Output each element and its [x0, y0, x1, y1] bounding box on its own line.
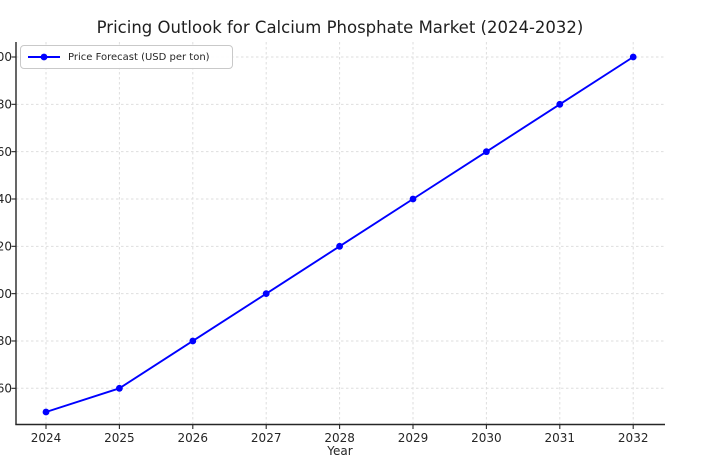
data-point-marker: [262, 290, 270, 298]
y-tick-label: 180: [0, 334, 12, 348]
legend-entry-label: Price Forecast (USD per ton): [68, 51, 210, 63]
x-tick-label: 2031: [545, 431, 576, 445]
x-tick-label: 2032: [618, 431, 649, 445]
y-tick-label: 220: [0, 240, 12, 254]
data-point-marker: [556, 100, 564, 108]
x-tick-label: 2028: [324, 431, 355, 445]
data-point-marker: [189, 337, 197, 345]
y-tick-label: 280: [0, 98, 12, 112]
data-point-marker: [409, 195, 417, 203]
x-tick-label: 2026: [178, 431, 209, 445]
data-point-marker: [483, 148, 490, 156]
data-point-marker: [116, 384, 123, 392]
x-tick-label: 2027: [251, 431, 282, 445]
chart-title: Pricing Outlook for Calcium Phosphate Ma…: [96, 18, 584, 37]
legend-line-sample: [28, 53, 60, 61]
data-point-marker: [629, 53, 637, 61]
y-tick-label: 260: [0, 145, 12, 159]
y-tick-label: 240: [0, 192, 12, 206]
x-tick-label: 2025: [104, 431, 135, 445]
x-tick-label: 2024: [31, 431, 62, 445]
y-tick-label: 300: [0, 50, 12, 64]
legend: Price Forecast (USD per ton): [20, 45, 233, 69]
x-tick-label: 2029: [398, 431, 429, 445]
y-tick-label: 160: [0, 382, 12, 396]
x-axis-label: Year: [327, 444, 353, 458]
data-point-marker: [42, 408, 50, 416]
legend-sample-marker-icon: [40, 53, 48, 61]
y-tick-label: 200: [0, 287, 12, 301]
data-point-marker: [336, 242, 343, 250]
x-tick-label: 2030: [471, 431, 502, 445]
